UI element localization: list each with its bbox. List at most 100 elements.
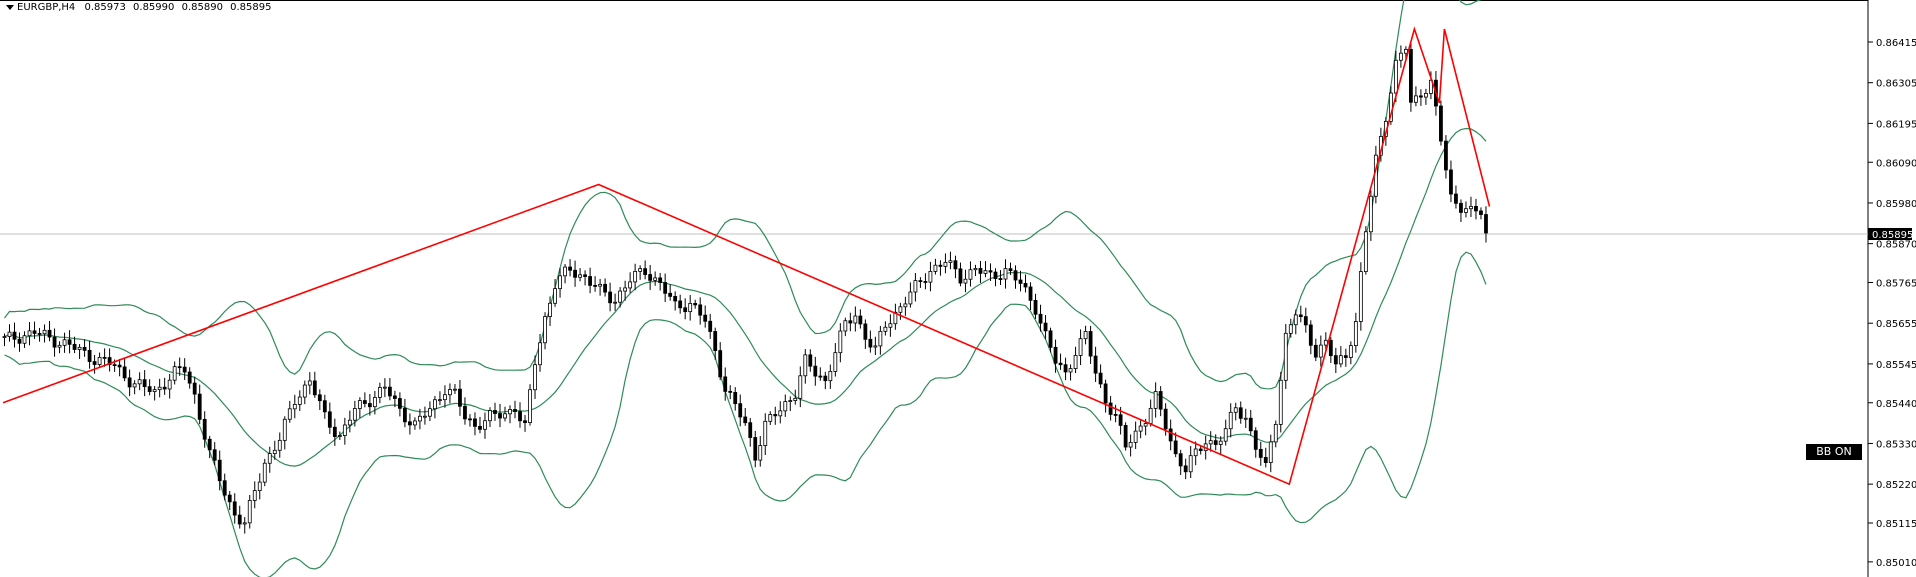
bullish-candle xyxy=(1143,423,1148,427)
bearish-candle xyxy=(593,284,597,287)
bullish-candle xyxy=(1128,442,1133,448)
bullish-candle xyxy=(1218,440,1223,445)
bearish-candle xyxy=(327,411,332,428)
bearish-candle xyxy=(588,276,592,286)
bearish-candle xyxy=(202,418,207,440)
bearish-candle xyxy=(322,400,327,413)
bearish-candle xyxy=(708,320,713,332)
bearish-candle xyxy=(332,426,337,437)
bullish-candle xyxy=(257,481,262,491)
bullish-candle xyxy=(778,410,783,417)
bullish-candle xyxy=(27,330,32,337)
bullish-candle xyxy=(768,414,773,422)
bullish-candle xyxy=(272,449,277,454)
bearish-candle xyxy=(312,380,317,396)
bb-upper-line xyxy=(4,0,1482,390)
bullish-candle xyxy=(488,410,492,422)
bearish-candle xyxy=(1313,344,1318,358)
bearish-candle xyxy=(513,409,517,412)
bullish-candle xyxy=(62,339,67,346)
bearish-candle xyxy=(82,346,87,351)
open-price: 0.85973 xyxy=(84,2,126,13)
bearish-candle xyxy=(162,386,167,390)
bearish-candle xyxy=(147,386,152,392)
bearish-candle xyxy=(1333,355,1338,365)
bullish-candle xyxy=(292,403,297,410)
bullish-candle xyxy=(653,277,658,281)
bullish-candle xyxy=(1073,355,1078,370)
bullish-candle xyxy=(613,301,618,304)
bearish-candle xyxy=(1173,440,1178,455)
bearish-candle xyxy=(773,414,778,417)
bearish-candle xyxy=(858,315,863,325)
bearish-candle xyxy=(1198,448,1203,452)
bullish-candle xyxy=(77,346,82,350)
bearish-candle xyxy=(1088,331,1093,357)
bearish-candle xyxy=(1454,193,1458,204)
bullish-candle xyxy=(1348,345,1353,358)
bearish-candle xyxy=(1123,425,1128,448)
bearish-candle xyxy=(117,364,122,368)
high-price: 0.85990 xyxy=(133,2,175,13)
bullish-candle xyxy=(928,270,933,283)
bearish-candle xyxy=(107,357,112,366)
bearish-candle xyxy=(693,303,698,306)
bearish-candle xyxy=(47,329,52,338)
bearish-candle xyxy=(1103,383,1108,404)
bullish-candle xyxy=(528,389,532,423)
bearish-candle xyxy=(1158,391,1163,410)
bearish-candle xyxy=(698,304,703,316)
bullish-candle xyxy=(763,420,768,446)
bearish-candle xyxy=(1479,210,1483,215)
bullish-candle xyxy=(638,268,643,272)
bullish-candle xyxy=(828,371,833,382)
bullish-candle xyxy=(788,400,793,402)
price-axis-label: 0.85440 xyxy=(1876,399,1916,410)
bearish-candle xyxy=(1023,283,1028,288)
bearish-candle xyxy=(87,349,92,362)
bearish-candle xyxy=(1113,414,1118,416)
bullish-candle xyxy=(382,386,387,389)
price-axis-label: 0.85010 xyxy=(1876,558,1916,569)
bullish-candle xyxy=(347,419,352,426)
bearish-candle xyxy=(1013,270,1018,281)
bullish-candle xyxy=(277,439,282,451)
bearish-candle xyxy=(748,422,753,438)
bullish-candle xyxy=(97,356,102,365)
bearish-candle xyxy=(753,437,758,461)
bullish-candle xyxy=(1414,95,1418,103)
bullish-candle xyxy=(618,290,623,303)
bearish-candle xyxy=(683,307,688,313)
bearish-candle xyxy=(1248,417,1253,432)
bearish-candle xyxy=(498,413,502,419)
bearish-candle xyxy=(1439,105,1443,142)
bullish-candle xyxy=(1153,391,1158,409)
bullish-candle xyxy=(533,364,537,391)
chart-header: EURGBP,H4 0.85973 0.85990 0.85890 0.8589… xyxy=(6,2,271,13)
bearish-candle xyxy=(988,270,993,273)
bearish-candle xyxy=(237,514,242,525)
bullish-candle xyxy=(262,462,267,483)
bearish-candle xyxy=(1474,205,1478,212)
bullish-candle xyxy=(1318,344,1323,358)
bullish-candle xyxy=(372,397,377,408)
bearish-candle xyxy=(1093,355,1098,374)
bearish-candle xyxy=(122,366,127,379)
bullish-candle xyxy=(2,336,7,338)
bb-status-badge[interactable]: BB ON xyxy=(1806,444,1862,460)
bullish-candle xyxy=(1138,425,1143,432)
bearish-candle xyxy=(603,283,607,293)
bullish-candle xyxy=(688,303,693,313)
bearish-candle xyxy=(1213,440,1218,445)
bullish-candle xyxy=(267,453,272,464)
bullish-candle xyxy=(342,424,347,436)
bearish-candle xyxy=(1253,430,1258,450)
bearish-candle xyxy=(523,420,527,423)
bullish-candle xyxy=(793,397,798,401)
bullish-candle xyxy=(357,400,362,409)
collapse-triangle-icon[interactable] xyxy=(6,4,14,10)
bearish-candle xyxy=(1178,453,1183,467)
bullish-candle xyxy=(893,311,898,325)
bullish-candle xyxy=(377,387,382,398)
